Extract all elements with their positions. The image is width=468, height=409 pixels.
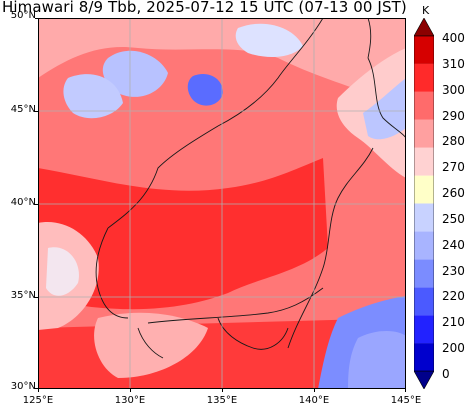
coastline-mainland <box>107 18 324 229</box>
colorbar-segment <box>414 63 434 92</box>
map-frame <box>38 18 406 389</box>
cloud-patch-korea-bright <box>46 247 79 296</box>
map-canvas <box>38 18 406 389</box>
y-tick-mark <box>35 388 38 389</box>
colorbar-unit: K <box>422 4 430 17</box>
colorbar-segment <box>414 259 434 288</box>
y-tick-mark <box>35 297 38 298</box>
colorbar-tick-label: 260 <box>442 186 465 201</box>
x-tick-label: 145°E <box>390 395 422 406</box>
y-tick-mark <box>35 204 38 205</box>
coastline-japan-west <box>147 287 324 324</box>
y-tick-label: 40°N <box>10 197 36 208</box>
colorbar-frame <box>414 35 434 372</box>
y-tick-label: 30°N <box>10 381 36 392</box>
x-tick-label: 140°E <box>298 395 330 406</box>
coastlines <box>95 18 406 359</box>
satellite-map <box>38 18 406 389</box>
x-tick-label: 130°E <box>114 395 146 406</box>
y-tick-label: 45°N <box>10 104 36 115</box>
colorbar-segment <box>414 147 434 176</box>
coastline-korea <box>95 227 129 319</box>
colorbar-segment <box>414 119 434 148</box>
colorbar-extend-min <box>414 370 434 389</box>
colorbar-tick-label: 230 <box>442 263 465 278</box>
coastline-sakhalin <box>367 18 372 59</box>
cloud-patch-north <box>102 50 168 97</box>
x-tick-label: 125°E <box>22 395 54 406</box>
cold-cloud-top <box>187 73 223 106</box>
x-tick-mark <box>314 389 315 392</box>
cloud-patch-northwest <box>63 74 123 119</box>
warm-sea-region <box>38 158 328 310</box>
graticule <box>38 18 406 389</box>
coastline-hokkaido <box>367 57 406 139</box>
colorbar-tick-label: 220 <box>442 289 465 304</box>
coastline-honshu <box>287 147 374 349</box>
colorbar-segment <box>414 36 434 64</box>
colorbar-segment <box>414 231 434 260</box>
x-tick-mark <box>130 389 131 392</box>
colorbar-extend-max <box>414 18 434 37</box>
colorbar-segment <box>414 91 434 120</box>
figure-title: Himawari 8/9 Tbb, 2025-07-12 15 UTC (07-… <box>2 0 407 16</box>
cloud-patch-southeast-inner <box>348 331 406 389</box>
colorbar-segment <box>414 287 434 316</box>
colorbar-tick-label: 240 <box>442 237 465 252</box>
y-tick-label: 50°N <box>10 10 36 21</box>
colorbar-segment <box>414 203 434 232</box>
colorbar-tick-label: 250 <box>442 211 465 226</box>
colorbar-segment <box>414 315 434 344</box>
coastline-shikoku <box>217 317 289 350</box>
colorbar-tick-label: 210 <box>442 315 465 330</box>
colorbar-tick-label: 0 <box>442 367 450 381</box>
y-tick-label: 35°N <box>10 290 36 301</box>
x-tick-mark <box>405 389 406 392</box>
colorbar-segment <box>414 175 434 204</box>
cloud-patch-kyushu <box>94 312 208 378</box>
cloud-band-cold <box>363 78 406 140</box>
colorbar-segment <box>414 343 434 371</box>
x-tick-mark <box>38 389 39 392</box>
colorbar <box>414 18 434 389</box>
coastline-kyushu <box>137 327 164 359</box>
cloud-patch-northeast <box>235 23 303 58</box>
colorbar-tick-label: 280 <box>442 134 465 149</box>
colorbar-tick-label: 290 <box>442 108 465 123</box>
x-tick-label: 135°E <box>206 395 238 406</box>
colorbar-tick-label: 300 <box>442 82 465 97</box>
y-tick-mark <box>35 111 38 112</box>
colorbar-tick-label: 200 <box>442 341 465 356</box>
x-tick-mark <box>222 389 223 392</box>
colorbar-tick-label: 310 <box>442 56 465 71</box>
colorbar-tick-label: 270 <box>442 160 465 175</box>
y-tick-mark <box>35 18 38 19</box>
colorbar-tick-label: 400 <box>442 31 465 45</box>
